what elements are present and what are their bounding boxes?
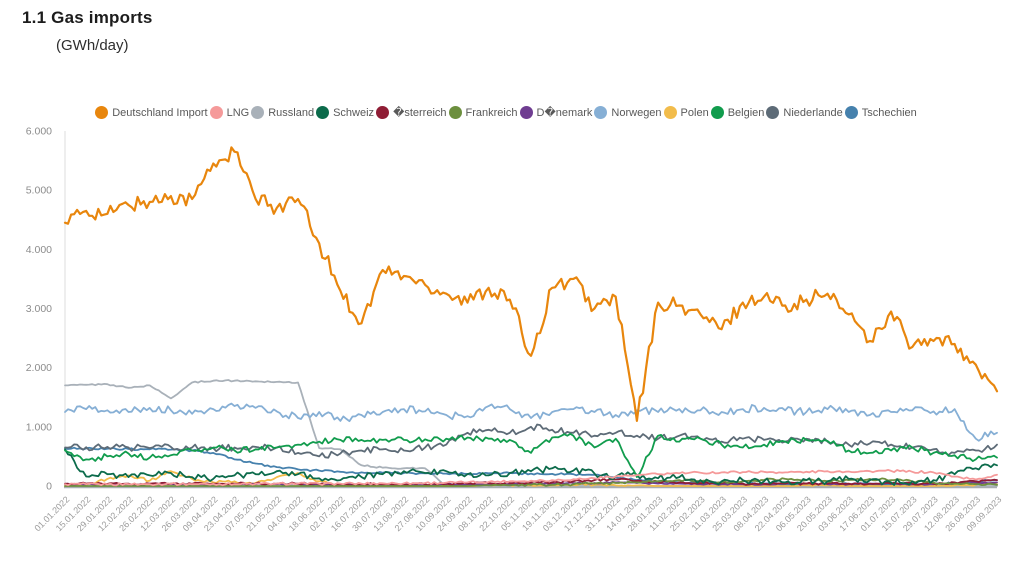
legend-item-deutschland-import[interactable]: Deutschland Import [95,106,208,119]
legend-swatch-icon [448,106,462,119]
legend-swatch-icon [316,106,330,119]
legend-label: �sterreich [393,107,447,119]
series-line-norwegen [64,402,998,442]
legend-swatch-icon [251,106,265,119]
legend-swatch-icon [766,106,780,119]
y-tick-label: 6.000 [26,126,52,138]
series-line-belgien [64,432,998,479]
series-line-lng [64,468,998,487]
legend-label: Norwegen [611,106,662,119]
legend-label: Tschechien [861,106,917,119]
legend-item-schweiz[interactable]: Schweiz [316,106,374,119]
legend-label: D�nemark [536,107,593,119]
legend-swatch-icon [376,106,390,119]
y-tick-label: 5.000 [26,185,52,197]
legend-label: Deutschland Import [112,106,208,119]
legend-swatch-icon [594,106,608,119]
legend-item-tschechien[interactable]: Tschechien [844,106,917,119]
series-line-schweiz [64,448,998,486]
page-title: 1.1 Gas imports [22,8,153,27]
legend-swatch-icon [663,106,677,119]
legend-label: Frankreich [465,106,518,119]
legend-item-russland[interactable]: Russland [251,106,314,119]
y-tick-label: 0 [46,481,52,493]
legend-swatch-icon [95,106,109,119]
legend-label: Schweiz [333,106,375,119]
legend-item-lng[interactable]: LNG [209,106,250,119]
y-tick-label: 2.000 [26,362,52,374]
series-line-frankreich [64,477,998,487]
legend-label: LNG [226,106,250,119]
chart-legend: Deutschland Import LNG Russland Schweiz �ste… [0,106,1012,119]
legend-item-sterreich[interactable]: �sterreich [376,106,447,119]
y-tick-label: 3.000 [26,303,52,315]
legend-swatch-icon [209,106,223,119]
legend-item-polen[interactable]: Polen [663,106,709,119]
series-line-deutschland-import [63,146,999,422]
y-tick-label: 4.000 [26,244,52,256]
legend-item-d-nemark[interactable]: D�nemark [519,106,593,119]
series-line-russland [64,379,998,487]
legend-item-belgien[interactable]: Belgien [710,106,765,119]
legend-label: Niederlande [783,106,843,119]
page-subtitle: (GWh/day) [56,37,129,54]
legend-item-frankreich[interactable]: Frankreich [448,106,518,119]
legend-label: Polen [680,106,709,119]
legend-swatch-icon [844,106,858,119]
legend-label: Russland [268,106,315,119]
y-tick-label: 1.000 [26,421,52,433]
legend-swatch-icon [710,106,724,119]
legend-item-niederlande[interactable]: Niederlande [766,106,843,119]
legend-swatch-icon [519,106,533,119]
legend-label: Belgien [727,106,765,119]
legend-item-norwegen[interactable]: Norwegen [594,106,662,119]
